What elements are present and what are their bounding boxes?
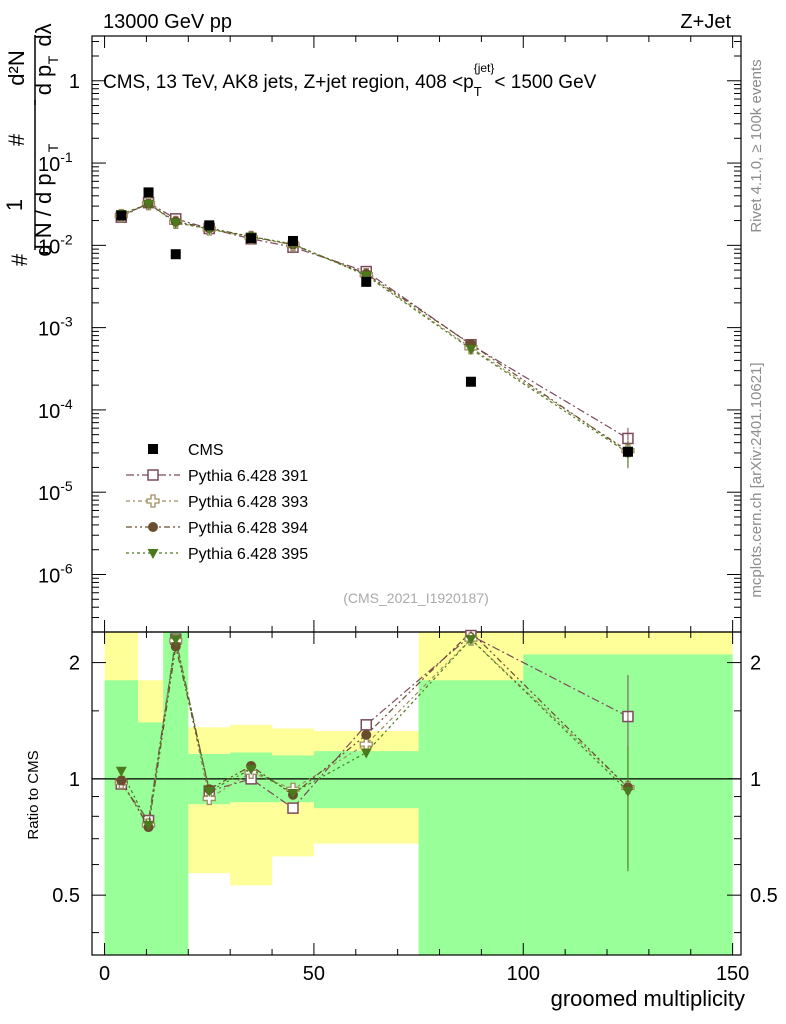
cms-point [361, 276, 372, 287]
y-tick-label: 10-6 [38, 560, 73, 587]
y-tick-label: 10-1 [38, 149, 73, 176]
header-right: Z+Jet [680, 11, 731, 33]
legend-marker [148, 522, 158, 532]
ratio-point [202, 791, 216, 806]
main-frame [91, 35, 742, 633]
x-tick-label: 0 [99, 963, 110, 985]
outer-band-4 [230, 724, 273, 886]
ratio-tick-label-right: 0.5 [750, 885, 778, 907]
series-line-main [121, 203, 629, 453]
ratio-uncertainty-bands [92, 632, 741, 955]
legend-label: Pythia 6.428 394 [188, 520, 308, 537]
x-axis-label: groomed multiplicity [551, 986, 745, 1011]
inner-band-6 [313, 751, 419, 809]
legend: CMS Pythia 6.428 391 Pythia 6.428 393 Pythi… [126, 442, 308, 563]
legend-label: Pythia 6.428 395 [188, 546, 308, 563]
legend-label: CMS [188, 442, 224, 459]
legend-label: Pythia 6.428 391 [188, 468, 308, 485]
ratio-point [245, 765, 257, 776]
cms-point [143, 187, 154, 198]
ylabel-d2N: d²N [4, 50, 29, 85]
y-tick-label: 10-3 [38, 314, 73, 341]
y-tick-label: 10-4 [38, 396, 73, 423]
cms-point [287, 235, 298, 246]
header-left: 13000 GeV pp [103, 11, 232, 33]
plot-title: CMS, 13 TeV, AK8 jets, Z+jet region, 408… [103, 61, 597, 99]
ylabel-dlambda: dλ [31, 23, 56, 46]
ratio-point [115, 766, 127, 777]
y-tick-label: 1 [69, 71, 80, 93]
x-tick-label: 50 [303, 963, 325, 985]
cms-point [204, 220, 215, 231]
ratio-point [287, 788, 299, 799]
ylabel-T2: T [45, 55, 61, 64]
ratio-axis-label: Ratio to CMS [25, 750, 42, 839]
legend-marker [147, 469, 159, 481]
ratio-point [116, 775, 127, 786]
ratio-tick-label-right: 1 [750, 769, 761, 791]
text-labels: 13000 GeV pp Z+Jet (CMS_2021_I1920187) g… [25, 11, 765, 1011]
ratio-point [203, 787, 215, 798]
ylabel-num-hash: # [7, 253, 32, 266]
plot-frames [91, 35, 742, 956]
series-line-ratio [120, 631, 629, 829]
series-line-main [121, 203, 629, 452]
main-axis-label: # 1 d N / d p T # d²N d p T dλ [2, 23, 61, 266]
title-tail: < 1500 GeV [494, 72, 596, 93]
ratio-point [360, 748, 372, 759]
cms-point [116, 210, 127, 221]
series-point [360, 271, 372, 282]
ratio-point [143, 820, 155, 831]
inner-band-2 [163, 632, 189, 955]
ratio-tick-label-right: 2 [750, 653, 761, 675]
x-tick-label: 150 [716, 963, 749, 985]
legend-label: Pythia 6.428 393 [188, 494, 308, 511]
ylabel-hash2: # [4, 133, 29, 146]
ylabel-T1: T [45, 143, 61, 152]
cms-point [465, 376, 476, 387]
ylabel-dpT: d p [31, 65, 56, 96]
ratio-point [170, 641, 181, 652]
axis-ticks: 0 50 100 150 10-6 10-5 10-4 10-3 10-2 10-1 1 0.5 0.5… [38, 36, 778, 985]
inner-band-1 [138, 722, 164, 955]
ratio-point [360, 719, 373, 731]
title-sup: {jet} [474, 61, 495, 75]
y-tick-label: 10-2 [38, 231, 73, 258]
ylabel-dN: d N / d p [31, 173, 56, 256]
mcplots-label: mcplots.cern.ch [arXiv:2401.10621] [748, 362, 765, 597]
rivet-version-label: Rivet 4.1.0, ≥ 100k events [748, 59, 765, 232]
inner-band-7 [418, 680, 524, 955]
ratio-tick-label: 0.5 [52, 885, 80, 907]
series-point [143, 199, 155, 210]
legend-marker [147, 549, 159, 559]
ratio-frame [91, 631, 742, 956]
watermark: (CMS_2021_I1920187) [343, 590, 489, 606]
series-layer [114, 187, 635, 872]
inner-band-0 [104, 680, 139, 955]
legend-marker-cms [148, 444, 158, 454]
ratio-point [465, 635, 477, 646]
x-tick-label: 100 [507, 963, 540, 985]
cms-point [246, 233, 257, 244]
series-point [170, 218, 182, 229]
title-main: CMS, 13 TeV, AK8 jets, Z+jet region, 408… [103, 72, 474, 93]
ylabel-one: 1 [2, 199, 27, 211]
ratio-point [361, 729, 372, 740]
cms-point [622, 446, 633, 457]
legend-marker [146, 494, 160, 508]
y-tick-label: 10-5 [38, 478, 73, 505]
ratio-tick-label: 2 [69, 653, 80, 675]
series-line-main [121, 203, 629, 454]
series-cms [116, 187, 633, 457]
ratio-point [287, 802, 299, 814]
title-sub: T [474, 84, 482, 99]
cms-point [170, 249, 181, 260]
ratio-point [170, 635, 182, 646]
series-point [465, 344, 477, 355]
ratio-tick-label: 1 [69, 769, 80, 791]
svg-text:CMS, 13 TeV, AK8 jets, Z+jet r: CMS, 13 TeV, AK8 jets, Z+jet region, 408… [103, 61, 597, 99]
